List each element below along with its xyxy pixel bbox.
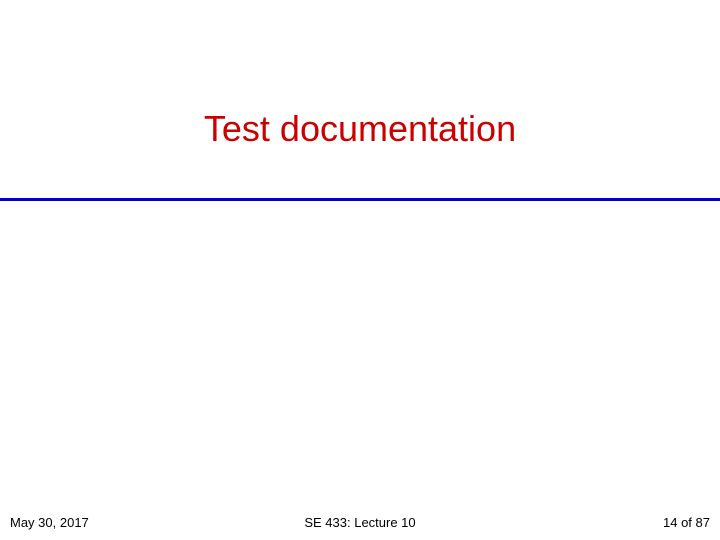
slide-title: Test documentation: [0, 108, 720, 150]
footer-date: May 30, 2017: [10, 515, 89, 530]
title-divider: [0, 198, 720, 201]
slide-footer: May 30, 2017 SE 433: Lecture 10 14 of 87: [0, 515, 720, 530]
footer-page-number: 14 of 87: [663, 515, 710, 530]
footer-course: SE 433: Lecture 10: [304, 515, 415, 530]
